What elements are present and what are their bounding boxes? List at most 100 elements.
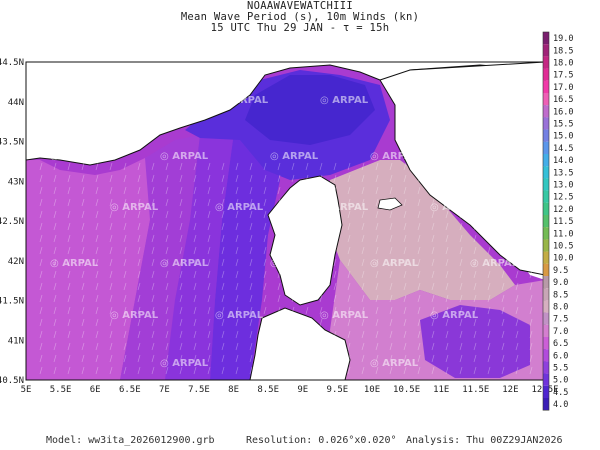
arpal-watermark: ◎ ARPAL [215,310,264,321]
wind-barb [249,270,253,279]
wind-barb [249,222,253,231]
wind-barb [151,270,155,279]
wind-barb [501,294,505,303]
colorbar-frame [542,31,550,411]
wind-barb [347,162,351,171]
wind-barb [417,174,421,183]
wind-barb [515,186,519,195]
wind-barb [389,366,393,375]
wind-barb [347,174,351,183]
wind-barb [221,198,225,207]
colorbar-label: 14.0 [553,156,573,166]
lon-tick-label: 9.5E [327,385,349,395]
wind-barb [361,198,365,207]
longitude-axis: 5E 5.5E 6E 6.5E 7E 7.5E 8E 8.5E 9E 9.5E 10E 10.5E 11… [21,385,559,395]
wind-barb [165,174,169,183]
wind-barb [473,270,477,279]
wind-barb [53,222,57,231]
wind-barb [473,162,477,171]
wind-barb [389,306,393,315]
wind-barb [361,270,365,279]
wind-barb [277,246,281,255]
wind-barb [501,318,505,327]
wind-barb [375,330,379,339]
wind-barb [137,222,141,231]
arpal-watermark: ◎ ARPAL [370,258,419,269]
wind-barb [95,306,99,315]
colorbar-swatch [543,32,549,45]
wind-barb [207,222,211,231]
wind-barb [445,306,449,315]
colorbar-label: 16.0 [553,107,573,117]
wind-barb [263,162,267,171]
colorbar-swatch [543,202,549,215]
wind-barb [109,366,113,375]
wind-barb [319,270,323,279]
wind-barb [277,354,281,363]
wind-barb [319,354,323,363]
wind-barb [333,318,337,327]
wind-barb [67,246,71,255]
wind-barb [305,198,309,207]
wind-barb [123,186,127,195]
arpal-watermark: ◎ ARPAL [160,358,209,369]
wind-barb [487,186,491,195]
wind-barb [193,234,197,243]
wind-barb [361,246,365,255]
wind-barb [459,294,463,303]
wind-barb [123,270,127,279]
wind-barb [361,234,365,243]
wind-barb [333,162,337,171]
wind-barb [53,282,57,291]
wind-barb [319,366,323,375]
wind-barb [81,246,85,255]
wind-barb [249,366,253,375]
wind-barb [515,294,519,303]
wind-barb [361,318,365,327]
wind-barb [151,282,155,291]
wind-barb [67,342,71,351]
colorbar-swatch [543,276,549,289]
wind-barb [529,342,533,351]
lon-tick-label: 11.5E [462,385,489,395]
wind-barb [529,366,533,375]
wind-barb [151,246,155,255]
wind-barb [109,318,113,327]
arpal-watermark: ◎ ARPAL [160,151,209,162]
wind-barb [123,306,127,315]
wind-barb [487,294,491,303]
wind-barb [39,234,43,243]
wind-barb [501,342,505,351]
wind-barb [235,210,239,219]
arpal-watermark: ◎ ARPAL [50,151,99,162]
wind-barb [403,294,407,303]
wind-barb [263,294,267,303]
wind-barb [207,270,211,279]
wind-barb [291,174,295,183]
wind-barb [375,354,379,363]
wind-barb [137,162,141,171]
wind-barb [39,318,43,327]
wind-barb [473,366,477,375]
wind-barb [319,174,323,183]
wind-barb [193,354,197,363]
wind-barb [221,282,225,291]
wind-barb [249,354,253,363]
wind-barb [249,198,253,207]
wind-barb [235,318,239,327]
wind-barb [291,354,295,363]
wind-barb [417,354,421,363]
wind-barb [515,174,519,183]
wind-barb [389,294,393,303]
wind-barb [333,330,337,339]
colorbar-label: 7.0 [553,327,568,337]
colorbar-swatch [543,56,549,69]
wind-barb [95,258,99,267]
wind-barb [81,234,85,243]
colorbar-swatch [543,239,549,252]
wind-barb [165,186,169,195]
wind-barb [53,318,57,327]
wind-barb [179,198,183,207]
colorbar-label: 8.5 [553,290,568,300]
